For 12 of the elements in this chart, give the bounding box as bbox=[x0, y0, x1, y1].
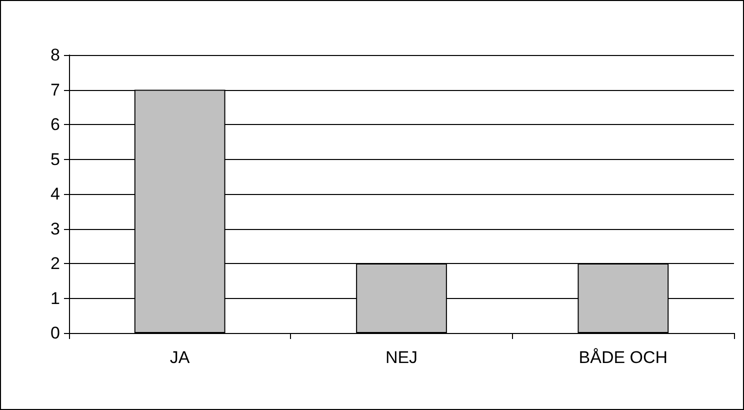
y-tick-label: 4 bbox=[50, 184, 60, 204]
y-tick-label: 3 bbox=[50, 219, 60, 238]
x-tick-label: BÅDE OCH bbox=[578, 348, 668, 367]
y-tick-label: 8 bbox=[50, 46, 60, 64]
y-tick-label: 7 bbox=[50, 80, 60, 100]
y-tick-label: 2 bbox=[50, 254, 60, 273]
y-tick-label: 6 bbox=[50, 115, 60, 134]
x-tick-label: JA bbox=[170, 348, 190, 367]
y-tick-label: 0 bbox=[50, 324, 60, 342]
y-tick-label: 5 bbox=[50, 150, 60, 169]
y-tick-label: 1 bbox=[50, 288, 60, 308]
x-tick-label: NEJ bbox=[385, 348, 418, 367]
